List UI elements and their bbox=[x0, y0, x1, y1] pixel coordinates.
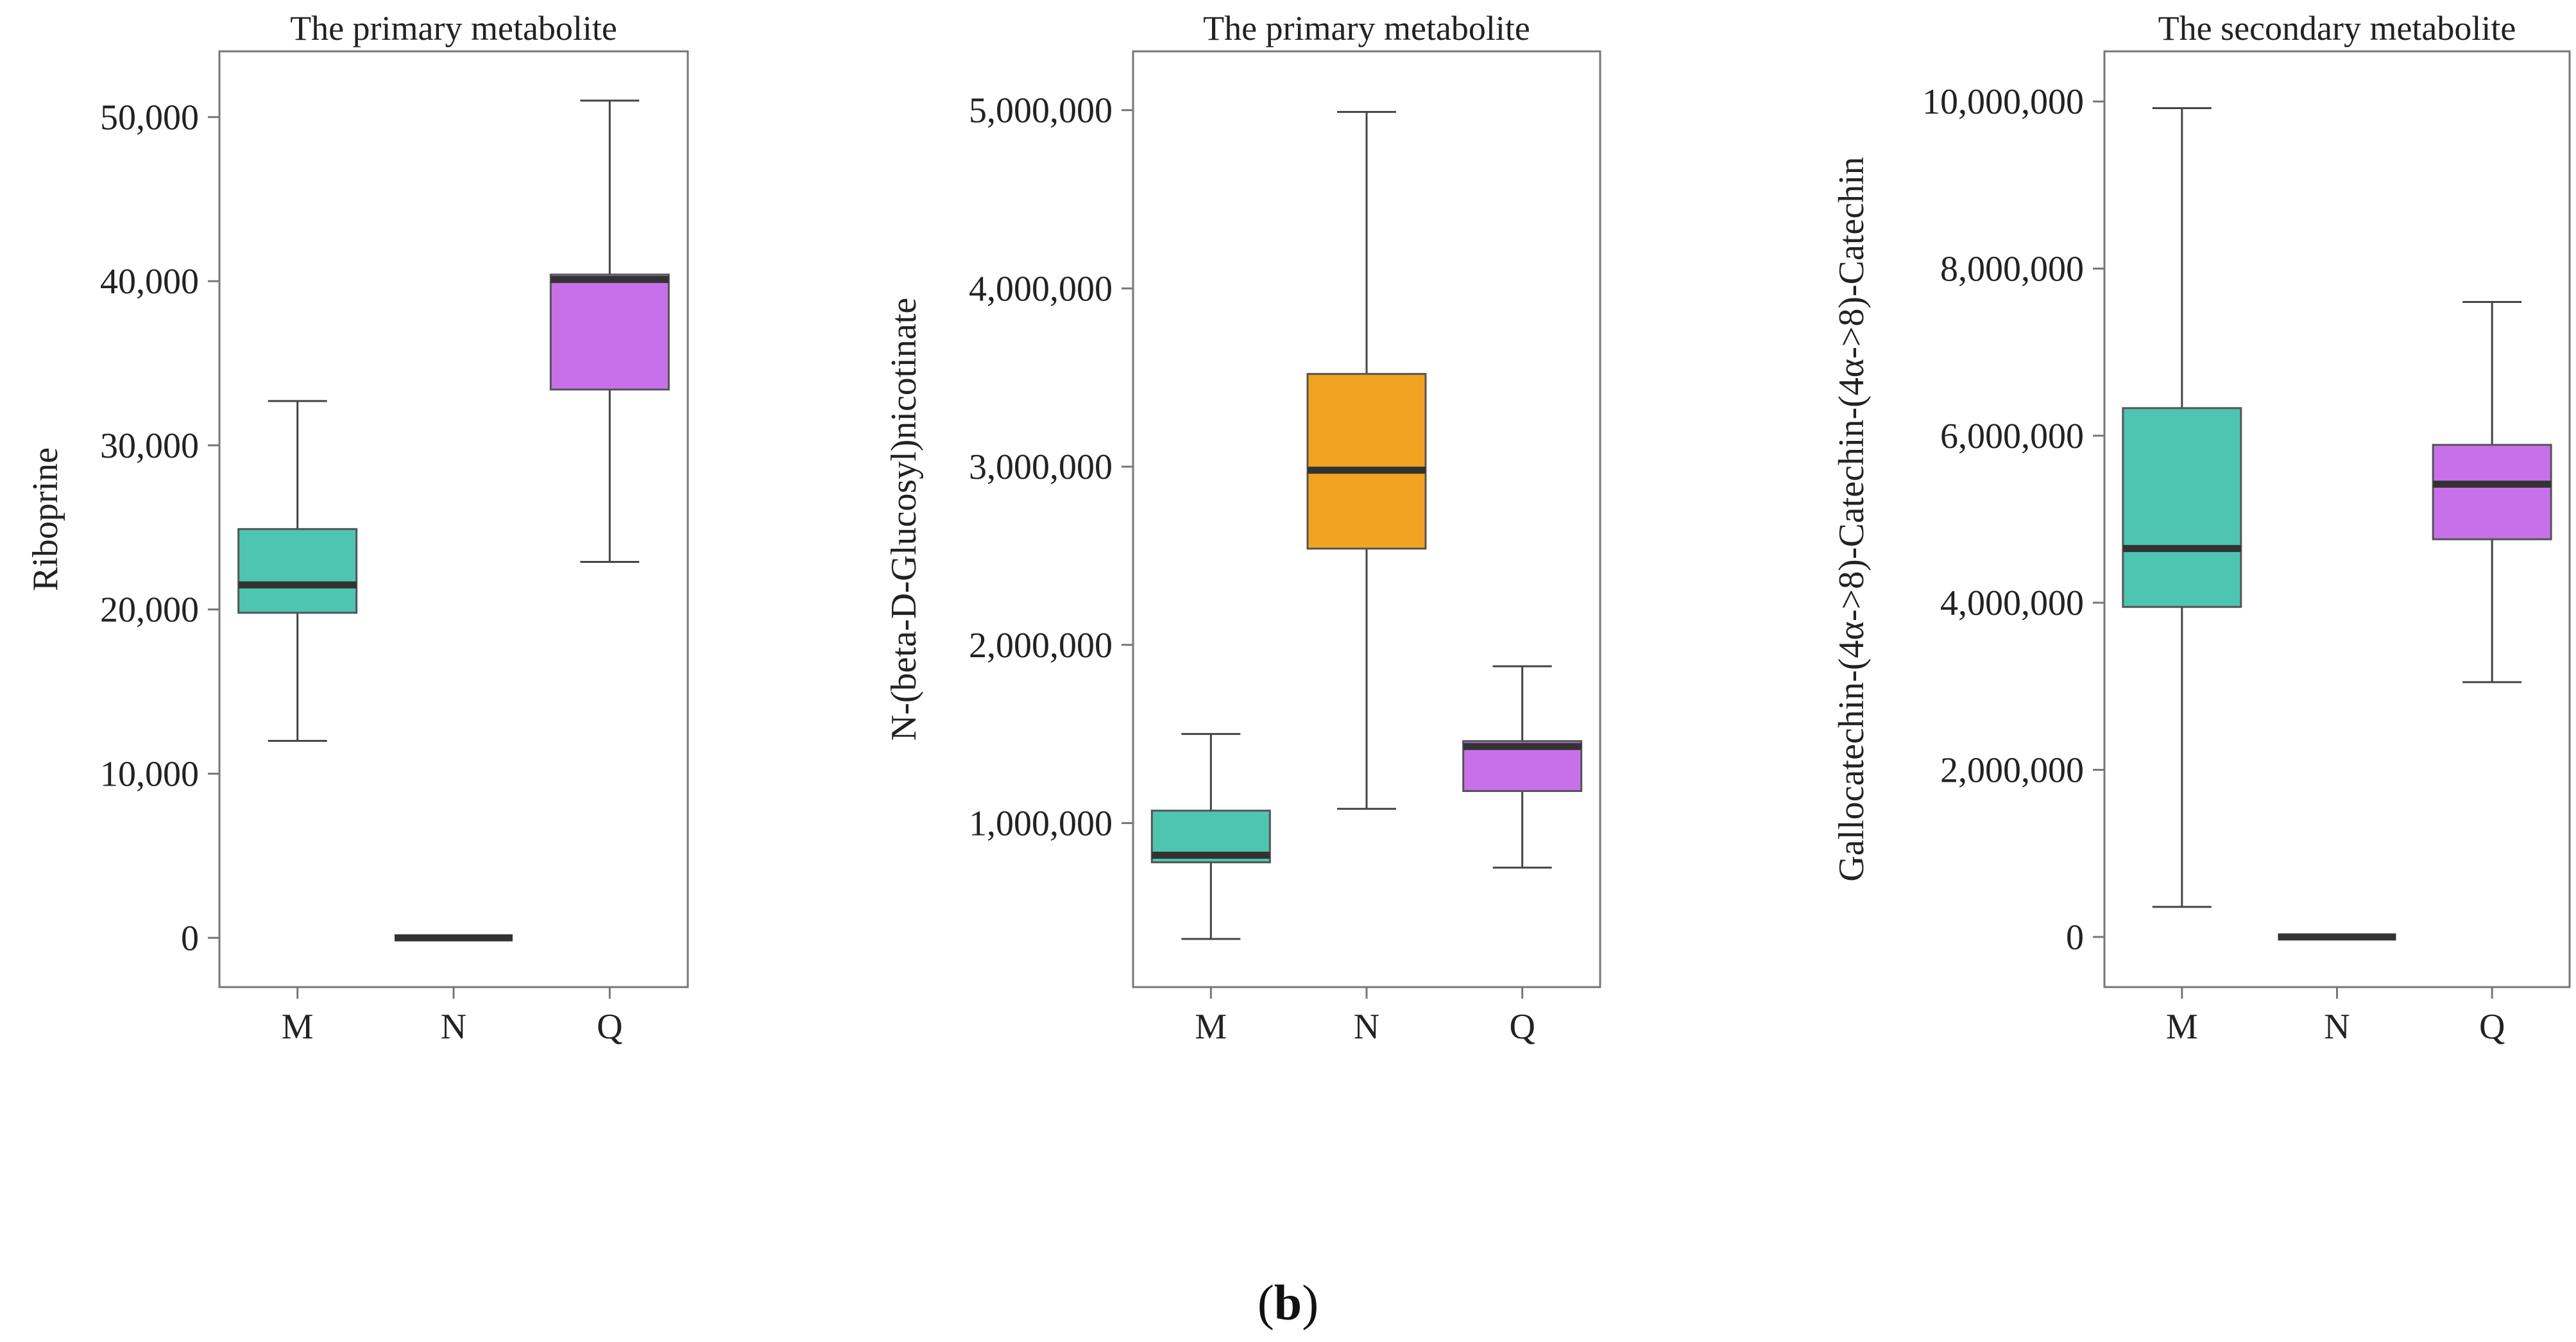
chart-1-x-tick-label-q: Q bbox=[597, 1007, 622, 1047]
chart-3-box-q bbox=[2432, 443, 2552, 540]
chart-1-x-tick-label-n: N bbox=[441, 1007, 466, 1047]
chart-2-y-tick-label: 3,000,000 bbox=[969, 447, 1113, 487]
chart-2-box-n bbox=[1306, 373, 1427, 550]
chart-1-title: The primary metabolite bbox=[290, 9, 617, 47]
chart-1-y-tick-label: 40,000 bbox=[100, 262, 199, 302]
chart-2-y-axis-label: N-(beta-D-Glucosyl)nicotinate bbox=[884, 298, 924, 741]
chart-3-x-tick-label-q: Q bbox=[2479, 1007, 2505, 1047]
chart-3-x-tick-label-n: N bbox=[2324, 1007, 2350, 1047]
chart-2-y-tick-label: 1,000,000 bbox=[969, 804, 1113, 844]
chart-1-y-tick-label: 20,000 bbox=[100, 590, 199, 630]
chart-1-y-tick-label: 10,000 bbox=[100, 754, 199, 794]
chart-1-y-tick-label: 50,000 bbox=[100, 98, 199, 137]
chart-3-y-tick-label: 8,000,000 bbox=[1940, 249, 2084, 289]
chart-1-box-m bbox=[237, 528, 358, 614]
panel-label: (b) bbox=[1257, 1275, 1319, 1330]
chart-1-y-axis-label: Riboprine bbox=[26, 447, 65, 591]
chart-3-title: The secondary metabolite bbox=[2158, 9, 2516, 47]
chart-3-box-m bbox=[2122, 407, 2242, 608]
chart-2-y-tick-label: 2,000,000 bbox=[969, 626, 1113, 666]
chart-2-x-tick-label-m: M bbox=[1195, 1007, 1227, 1047]
chart-3-y-tick-label: 2,000,000 bbox=[1940, 751, 2084, 791]
chart-3-y-axis-label: Gallocatechin-(4α->8)-Catechin-(4α->8)-C… bbox=[1832, 157, 1872, 881]
chart-3-x-tick-label-m: M bbox=[2166, 1007, 2198, 1047]
chart-2-title: The primary metabolite bbox=[1203, 9, 1530, 47]
chart-1-box-q bbox=[549, 273, 670, 391]
chart-3-y-tick-label: 6,000,000 bbox=[1940, 417, 2084, 456]
chart-1-y-tick-label: 0 bbox=[181, 918, 199, 958]
chart-1-plot-frame bbox=[218, 50, 689, 988]
chart-2-y-tick-label: 5,000,000 bbox=[969, 91, 1113, 131]
chart-1-y-tick-label: 30,000 bbox=[100, 426, 199, 466]
chart-2-x-tick-label-n: N bbox=[1354, 1007, 1379, 1047]
chart-1-x-tick-label-m: M bbox=[282, 1007, 314, 1047]
chart-3-y-tick-label: 10,000,000 bbox=[1922, 82, 2084, 122]
chart-3-y-tick-label: 4,000,000 bbox=[1940, 583, 2084, 623]
chart-3-y-tick-label: 0 bbox=[2066, 918, 2084, 958]
chart-2-y-tick-label: 4,000,000 bbox=[969, 269, 1113, 309]
chart-2-x-tick-label-q: Q bbox=[1509, 1007, 1535, 1047]
